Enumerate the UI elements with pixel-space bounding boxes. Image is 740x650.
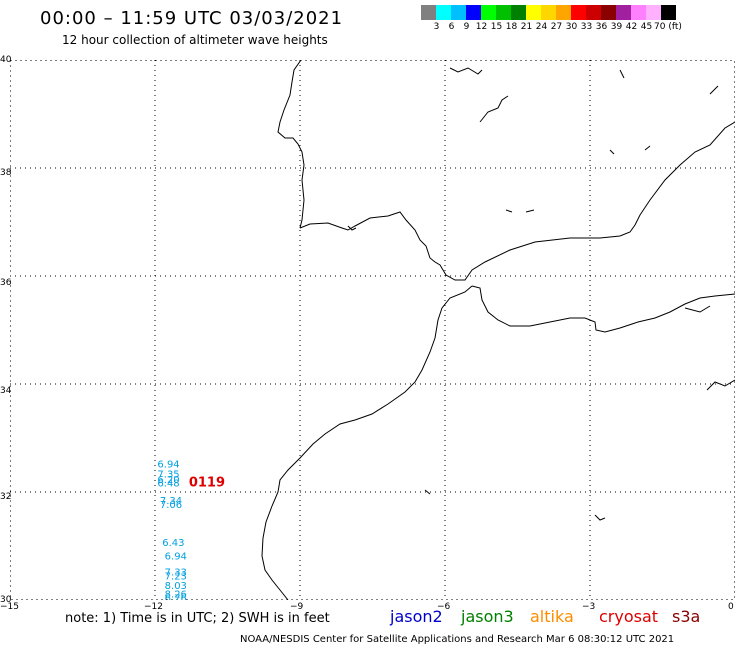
- satellite-s3a: s3a: [672, 607, 701, 626]
- coast-north-africa: [471, 285, 735, 333]
- wave-height-label: 8.03: [165, 581, 187, 592]
- coast-inland-lakes: [449, 67, 719, 213]
- map-title: 00:00 – 11:59 UTC 03/03/2021: [40, 8, 344, 29]
- satellite-jason2: jason2: [390, 607, 443, 626]
- legend-label: 27: [550, 22, 563, 32]
- legend-label: 70 (ft): [654, 22, 682, 32]
- legend-label: 24: [535, 22, 548, 32]
- credit-line: NOAA/NESDIS Center for Satellite Applica…: [240, 634, 675, 645]
- lon-label-minus12: −12: [144, 602, 163, 612]
- legend-label: 36: [595, 22, 608, 32]
- legend-swatch: [421, 5, 436, 20]
- satellite-jason3: jason3: [461, 607, 514, 626]
- lat-label-30: 30: [0, 595, 12, 605]
- wave-height-label: 6.20: [157, 475, 179, 486]
- legend-label: 3: [433, 22, 440, 32]
- lat-label-40: 40: [0, 55, 12, 65]
- lon-label-minus6: −6: [437, 602, 451, 612]
- legend-swatch: [481, 5, 496, 20]
- legend-swatch: [601, 5, 616, 20]
- color-legend-labels: 3 6 9 12 15 18 21 24 27 30 33 36 39 42 45 70 (ft): [421, 22, 684, 32]
- legend-swatch: [451, 5, 466, 20]
- legend-label: 15: [490, 22, 503, 32]
- wave-height-label: 6.43: [162, 538, 184, 549]
- legend-label: 45: [640, 22, 653, 32]
- legend-label: 18: [505, 22, 518, 32]
- lon-label-minus9: −9: [290, 602, 304, 612]
- map-frame: [10, 60, 735, 600]
- map-canvas: 6.947.356.206.487.347.066.436.947.337.23…: [10, 60, 735, 600]
- map-subtitle: 12 hour collection of altimeter wave hei…: [62, 33, 328, 47]
- color-legend: [421, 5, 676, 21]
- legend-swatch: [496, 5, 511, 20]
- legend-label: 30: [565, 22, 578, 32]
- legend-label: 9: [463, 22, 470, 32]
- legend-swatch: [541, 5, 556, 20]
- legend-swatch: [556, 5, 571, 20]
- wave-height-label: 7.35: [157, 469, 179, 480]
- legend-label: 39: [610, 22, 623, 32]
- legend-swatch: [571, 5, 586, 20]
- observation-time-label: 0119: [189, 476, 225, 491]
- lat-label-32: 32: [0, 492, 12, 502]
- legend-swatch: [511, 5, 526, 20]
- legend-swatch: [466, 5, 481, 20]
- legend-swatch: [616, 5, 631, 20]
- legend-label: 6: [448, 22, 455, 32]
- coast-portugal: [277, 60, 305, 229]
- footnote: note: 1) Time is in UTC; 2) SWH is in fe…: [65, 611, 330, 626]
- wave-height-label: 6.48: [157, 479, 179, 490]
- lat-label-36: 36: [0, 278, 12, 288]
- lat-label-34: 34: [0, 386, 12, 396]
- wave-height-label: 7.33: [165, 568, 187, 579]
- lon-label-0: 0: [728, 602, 734, 612]
- wave-height-label: 7.34: [160, 496, 182, 507]
- coast-spain-south: [299, 121, 735, 281]
- legend-swatch: [661, 5, 676, 20]
- legend-label: 21: [520, 22, 533, 32]
- satellite-cryosat: cryosat: [599, 607, 659, 626]
- satellite-altika: altika: [530, 607, 574, 626]
- legend-swatch: [646, 5, 661, 20]
- legend-swatch: [586, 5, 601, 20]
- legend-swatch: [526, 5, 541, 20]
- wave-height-label: 7.06: [160, 500, 182, 511]
- legend-label: 42: [625, 22, 638, 32]
- legend-label: 12: [475, 22, 488, 32]
- lon-label-minus3: −3: [582, 602, 596, 612]
- wave-height-label: 6.94: [157, 460, 179, 471]
- lat-label-38: 38: [0, 168, 12, 178]
- wave-height-label: 7.23: [165, 571, 187, 582]
- coastlines: [261, 60, 735, 600]
- legend-swatch: [436, 5, 451, 20]
- lon-label-minus15: −15: [0, 602, 19, 612]
- wave-height-label: 6.94: [165, 552, 187, 563]
- wave-height-label: 6.76: [165, 594, 187, 600]
- legend-label: 33: [580, 22, 593, 32]
- legend-swatch: [631, 5, 646, 20]
- coast-morocco: [261, 285, 473, 600]
- lat-lon-grid: [10, 60, 735, 600]
- wave-height-readings: 6.947.356.206.487.347.066.436.947.337.23…: [157, 460, 225, 600]
- coast-islands: [347, 225, 735, 521]
- wave-height-label: 8.26: [165, 589, 187, 600]
